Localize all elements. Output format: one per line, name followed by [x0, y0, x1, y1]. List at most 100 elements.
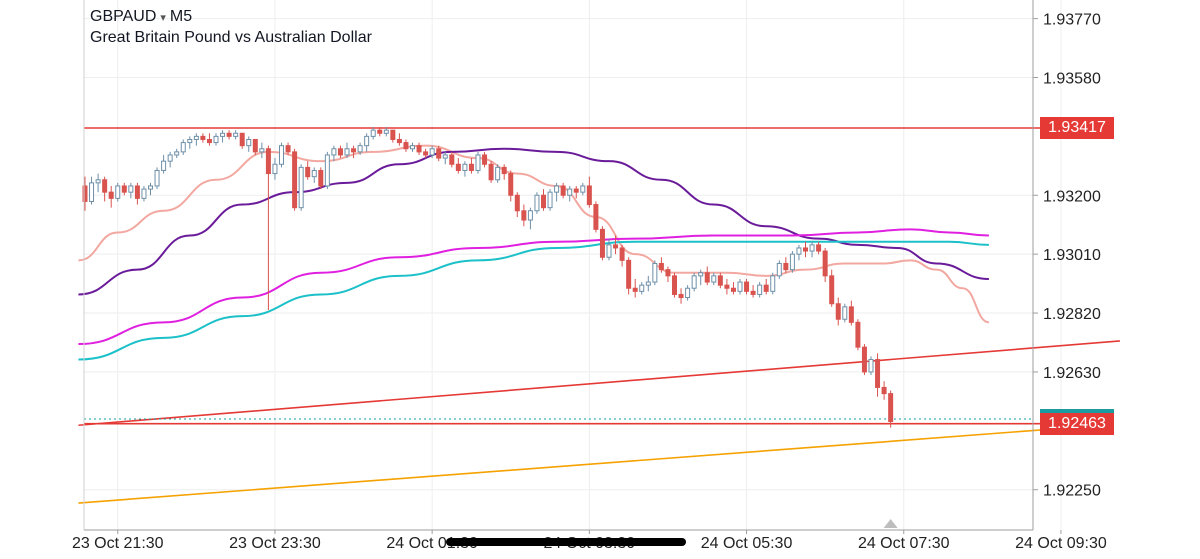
- candle-bull: [311, 169, 317, 178]
- candle-bull: [148, 185, 153, 190]
- symbol-header[interactable]: GBPAUD ▾ M5: [90, 8, 192, 26]
- candle-bear: [292, 151, 298, 209]
- candle-bear: [848, 306, 854, 323]
- candle-bull: [770, 275, 776, 292]
- candle-bull: [685, 287, 691, 299]
- candle-bull: [298, 166, 304, 209]
- candle-bear: [337, 148, 343, 156]
- orange-channel-trendline: [78, 426, 1075, 504]
- candle-bear: [416, 145, 422, 153]
- candle-bull: [796, 247, 802, 255]
- home-indicator[interactable]: [446, 538, 686, 546]
- candle-bull: [180, 142, 186, 153]
- price-tick-label: 1.93580: [1043, 70, 1101, 87]
- candle-bear: [593, 204, 599, 230]
- symbol-dropdown-icon[interactable]: ▾: [160, 12, 166, 24]
- candle-bear: [377, 129, 383, 134]
- time-tick-label: 24 Oct 09:30: [1015, 535, 1107, 552]
- candle-bull: [475, 154, 481, 171]
- candle-bear: [351, 148, 357, 153]
- candle-bull: [527, 210, 533, 221]
- candle-bear: [541, 194, 546, 209]
- price-levels: [78, 127, 1120, 504]
- moving-average-ma_purple: [78, 147, 989, 296]
- candle-bull: [554, 185, 560, 193]
- candle-bear: [783, 262, 789, 271]
- candle-bull: [776, 262, 782, 277]
- candle-bull: [259, 148, 265, 153]
- candle-bear: [305, 166, 311, 178]
- candle-bear: [835, 303, 841, 320]
- candle-bear: [658, 262, 664, 271]
- candle-bull: [698, 272, 704, 277]
- candle-bear: [285, 145, 291, 153]
- candles: [82, 127, 894, 428]
- candle-bear: [822, 250, 828, 277]
- candle-bear: [82, 185, 88, 202]
- candle-bear: [750, 290, 756, 295]
- candle-bull: [547, 191, 553, 209]
- candle-bull: [115, 185, 121, 199]
- candle-bear: [586, 185, 592, 206]
- candle-bull: [757, 284, 763, 295]
- candle-bear: [875, 359, 881, 388]
- price-tick-label: 1.93010: [1043, 247, 1101, 264]
- candle-bear: [501, 166, 507, 175]
- candle-bear: [704, 272, 710, 283]
- candle-bull: [645, 281, 651, 286]
- resistance-price-badge: 1.93417: [1040, 117, 1114, 139]
- candle-bear: [239, 132, 245, 147]
- candle-bear: [449, 154, 455, 165]
- candle-bear: [730, 287, 736, 292]
- candle-bull: [187, 138, 193, 144]
- candle-bull: [462, 163, 468, 171]
- candle-bear: [102, 179, 108, 193]
- candle-bull: [272, 163, 278, 175]
- candle-bear: [423, 151, 429, 156]
- candle-bull: [652, 262, 658, 283]
- candle-bear: [252, 138, 258, 153]
- candle-bull: [809, 244, 815, 252]
- candle-bull: [737, 281, 743, 292]
- candle-bear: [861, 346, 867, 373]
- candle-bull: [331, 148, 337, 156]
- grid-lines: [84, 0, 1062, 530]
- price-tick-label: 1.93200: [1043, 188, 1101, 205]
- symbol-name[interactable]: GBPAUD: [90, 8, 157, 25]
- candle-bear: [121, 185, 127, 193]
- time-tick-label: 24 Oct 05:30: [701, 535, 793, 552]
- candle-bear: [744, 281, 750, 292]
- moving-average-ema_fast: [78, 144, 990, 324]
- candle-bull: [246, 138, 252, 147]
- candle-bull: [141, 188, 147, 199]
- candle-bear: [482, 154, 488, 165]
- candle-bull: [567, 188, 573, 196]
- candle-bear: [816, 244, 822, 252]
- candle-bull: [344, 148, 350, 156]
- candle-bear: [803, 247, 808, 252]
- candle-bull: [324, 154, 330, 187]
- candle-bull: [161, 160, 167, 171]
- candle-bull: [495, 166, 501, 181]
- candle-bull: [691, 275, 697, 289]
- candle-bear: [665, 269, 671, 277]
- candle-bear: [599, 228, 605, 258]
- moving-average-ma_magenta: [78, 228, 989, 346]
- candle-bull: [89, 182, 95, 202]
- candle-bear: [318, 169, 324, 187]
- candle-bull: [711, 275, 717, 283]
- candle-bear: [632, 287, 638, 292]
- candle-bear: [488, 163, 494, 181]
- candle-bear: [403, 142, 409, 150]
- candle-bull: [410, 145, 415, 150]
- timeframe-label[interactable]: M5: [169, 8, 193, 25]
- candle-bull: [789, 253, 795, 271]
- candle-bear: [200, 135, 206, 140]
- red-channel-trendline: [78, 340, 1120, 427]
- candle-bear: [514, 194, 520, 212]
- candle-bull: [213, 135, 219, 144]
- price-tick-label: 1.92250: [1043, 483, 1101, 500]
- candle-bull: [128, 185, 134, 193]
